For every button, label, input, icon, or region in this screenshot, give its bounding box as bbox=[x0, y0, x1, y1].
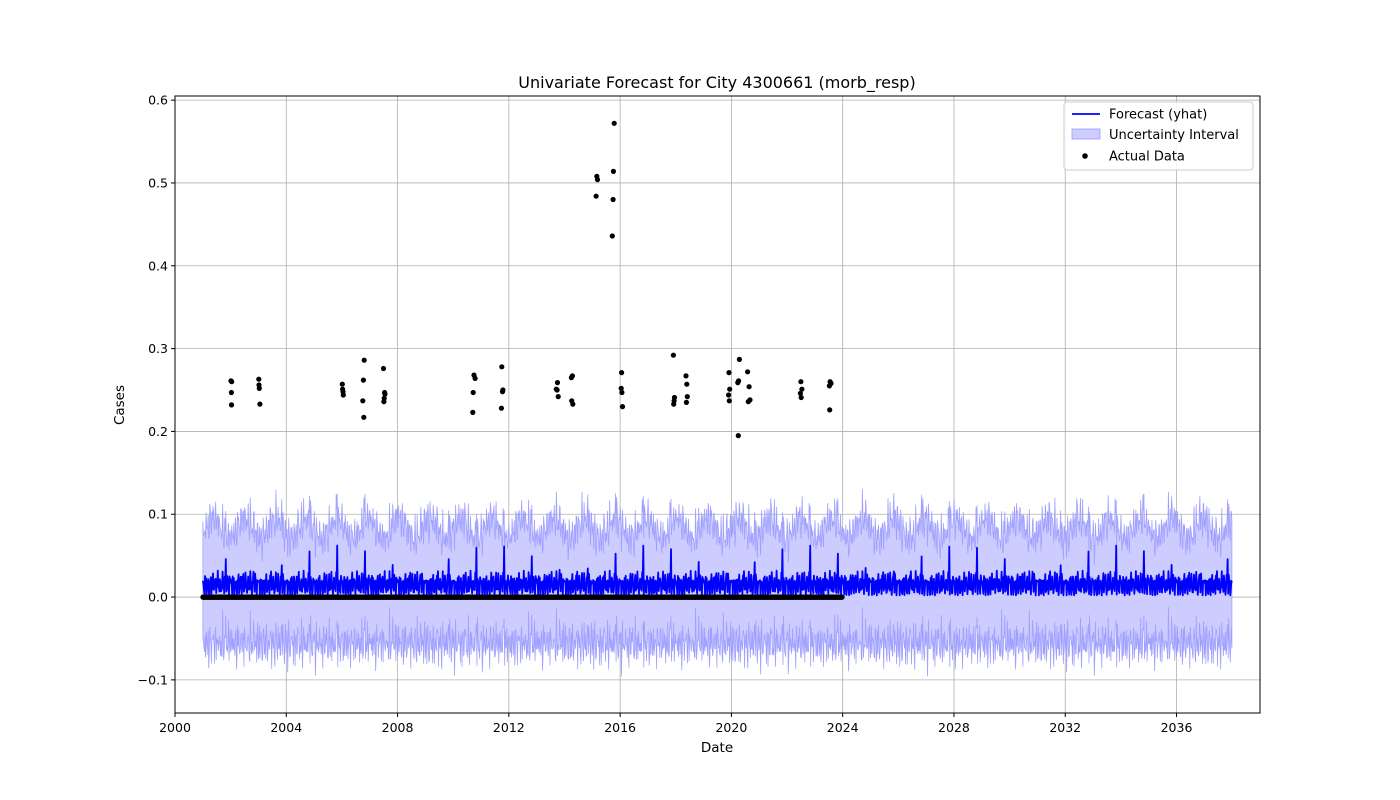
actual-point bbox=[683, 373, 689, 379]
y-tick-label: 0.2 bbox=[148, 424, 168, 439]
x-axis-ticks: 2000 2004 2008 2012 2016 2020 2024 2028 2032 2036 bbox=[159, 713, 1192, 735]
actual-point bbox=[380, 365, 387, 372]
x-tick-label: 2032 bbox=[1049, 720, 1081, 735]
actual-point-zero bbox=[839, 594, 845, 600]
actual-point bbox=[619, 404, 626, 410]
actual-point bbox=[361, 414, 367, 420]
actual-point bbox=[684, 394, 690, 400]
actual-point bbox=[228, 402, 235, 408]
actual-point bbox=[470, 389, 476, 396]
actual-point bbox=[339, 381, 345, 387]
actual-point bbox=[360, 398, 366, 404]
x-tick-label: 2036 bbox=[1161, 720, 1193, 735]
actual-point bbox=[798, 379, 804, 385]
actual-point bbox=[257, 401, 263, 407]
y-tick-label: 0.6 bbox=[148, 93, 168, 108]
legend-frame bbox=[1063, 101, 1254, 171]
actual-point bbox=[735, 380, 741, 386]
x-tick-label: 2016 bbox=[604, 720, 636, 735]
actual-point bbox=[611, 120, 617, 126]
actual-point bbox=[746, 384, 752, 390]
actual-point bbox=[470, 409, 476, 415]
plot-frame bbox=[174, 95, 1261, 714]
y-tick-label: 0.0 bbox=[148, 590, 168, 605]
actual-point bbox=[498, 405, 504, 411]
y-tick-label: −0.1 bbox=[138, 672, 168, 687]
x-tick-label: 2024 bbox=[827, 720, 859, 735]
y-axis-label: Cases bbox=[112, 385, 128, 425]
actual-point bbox=[727, 386, 733, 392]
actual-point bbox=[555, 394, 561, 400]
actual-point bbox=[726, 398, 732, 404]
legend: Forecast (yhat) Uncertainty Interval Act… bbox=[1063, 101, 1254, 171]
legend-actual-swatch bbox=[1082, 153, 1088, 159]
actual-point bbox=[554, 387, 560, 393]
actual-point bbox=[671, 401, 677, 407]
actual-point bbox=[827, 407, 833, 413]
actual-point bbox=[619, 370, 625, 376]
x-tick-label: 2004 bbox=[270, 720, 302, 735]
actual-point bbox=[610, 196, 616, 203]
actual-point bbox=[683, 399, 690, 405]
y-tick-label: 0.3 bbox=[148, 341, 168, 356]
legend-actual-label: Actual Data bbox=[1109, 150, 1185, 165]
x-tick-label: 2028 bbox=[938, 720, 970, 735]
actual-point bbox=[228, 389, 234, 396]
actual-point bbox=[594, 177, 601, 183]
x-tick-label: 2012 bbox=[493, 720, 525, 735]
actual-point bbox=[499, 364, 505, 370]
actual-point bbox=[735, 433, 741, 439]
chart-title: Univariate Forecast for City 4300661 (mo… bbox=[518, 73, 915, 93]
x-tick-label: 2020 bbox=[715, 720, 747, 735]
legend-interval-label: Uncertainty Interval bbox=[1109, 128, 1239, 143]
legend-interval-swatch bbox=[1071, 128, 1101, 140]
actual-point bbox=[618, 385, 624, 391]
x-tick-label: 2008 bbox=[382, 720, 414, 735]
y-axis-ticks: −0.1 0.0 0.1 0.2 0.3 0.4 0.5 0.6 bbox=[138, 93, 175, 687]
actual-point bbox=[256, 376, 262, 382]
actual-point bbox=[745, 399, 751, 405]
forecast-line bbox=[202, 544, 1233, 597]
actual-point bbox=[360, 377, 366, 383]
legend-forecast-label: Forecast (yhat) bbox=[1109, 108, 1207, 123]
actual-point bbox=[472, 375, 478, 381]
actual-point bbox=[499, 389, 506, 395]
actual-data-points bbox=[200, 120, 845, 600]
actual-point bbox=[670, 352, 677, 358]
actual-point bbox=[609, 233, 615, 239]
actual-point bbox=[684, 381, 690, 387]
actual-point bbox=[826, 383, 833, 389]
actual-point bbox=[382, 391, 388, 397]
actual-point bbox=[619, 389, 625, 396]
actual-point bbox=[726, 370, 732, 376]
actual-point bbox=[798, 394, 804, 401]
actual-point bbox=[568, 375, 575, 381]
y-tick-label: 0.4 bbox=[148, 258, 168, 273]
actual-point bbox=[381, 399, 387, 405]
actual-point bbox=[797, 390, 804, 396]
x-axis-label: Date bbox=[701, 740, 733, 756]
actual-point bbox=[256, 385, 262, 391]
forecast-line-group bbox=[202, 544, 1233, 597]
actual-point bbox=[610, 168, 617, 174]
actual-point bbox=[361, 357, 367, 363]
x-tick-label: 2000 bbox=[159, 720, 191, 735]
actual-point bbox=[229, 379, 235, 385]
actual-point bbox=[745, 369, 751, 375]
actual-point bbox=[726, 392, 732, 398]
actual-point bbox=[340, 392, 346, 398]
actual-point bbox=[554, 380, 561, 386]
actual-point bbox=[736, 356, 743, 362]
actual-point bbox=[593, 193, 599, 199]
actual-point bbox=[799, 386, 805, 392]
y-tick-label: 0.1 bbox=[148, 507, 168, 522]
actual-point bbox=[570, 401, 576, 407]
y-tick-label: 0.5 bbox=[148, 175, 168, 190]
